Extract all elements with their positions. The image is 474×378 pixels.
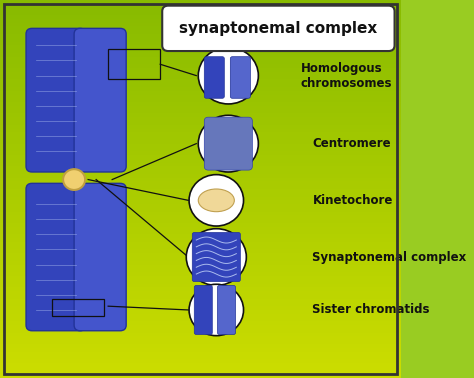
FancyBboxPatch shape	[26, 183, 86, 331]
Circle shape	[186, 229, 246, 285]
Bar	[108, 49, 160, 79]
Text: Homologous
chromosomes: Homologous chromosomes	[301, 62, 392, 90]
FancyBboxPatch shape	[194, 285, 212, 335]
FancyBboxPatch shape	[204, 57, 224, 98]
Circle shape	[189, 284, 244, 336]
Text: Centromere: Centromere	[312, 137, 391, 150]
FancyBboxPatch shape	[26, 28, 86, 172]
Text: synaptonemal complex: synaptonemal complex	[179, 21, 377, 36]
FancyBboxPatch shape	[204, 117, 252, 170]
Circle shape	[198, 47, 258, 104]
Circle shape	[189, 175, 244, 226]
FancyBboxPatch shape	[74, 183, 126, 331]
FancyBboxPatch shape	[218, 285, 236, 335]
Ellipse shape	[198, 189, 234, 212]
Text: Kinetochore: Kinetochore	[312, 194, 393, 207]
Circle shape	[198, 115, 258, 172]
Bar	[52, 299, 104, 316]
FancyBboxPatch shape	[192, 232, 240, 282]
FancyBboxPatch shape	[74, 28, 126, 172]
Text: Synaptonemal complex: Synaptonemal complex	[312, 251, 467, 263]
FancyBboxPatch shape	[162, 6, 394, 51]
Text: Sister chromatids: Sister chromatids	[312, 304, 430, 316]
FancyBboxPatch shape	[230, 57, 250, 98]
Ellipse shape	[63, 169, 85, 190]
